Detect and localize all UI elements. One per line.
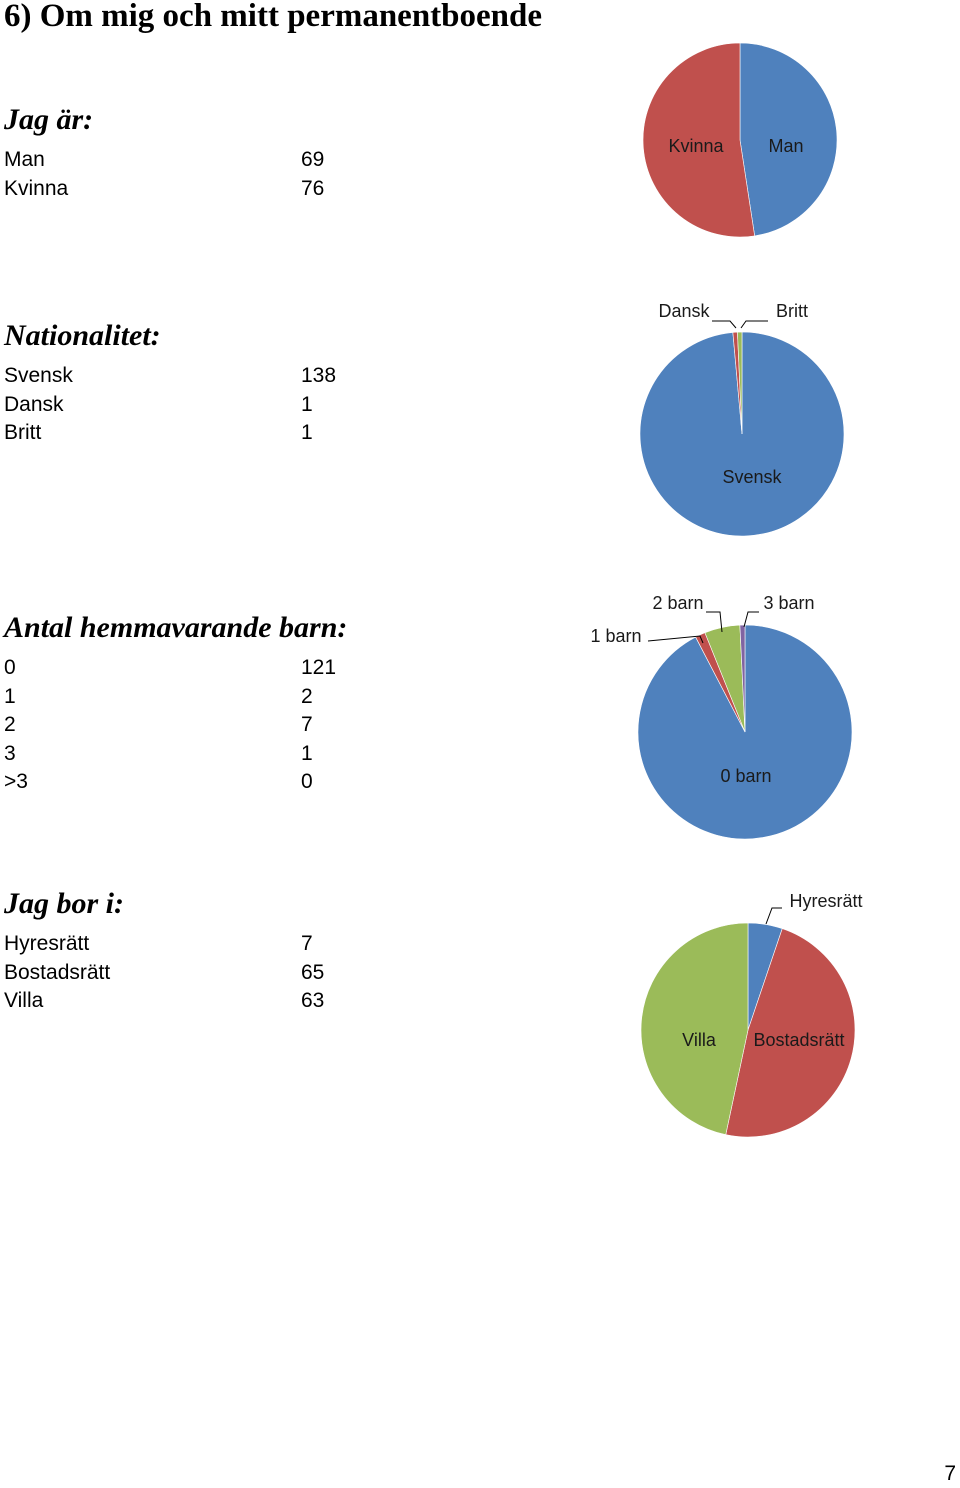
row-value: 76: [301, 176, 325, 200]
row-label: Britt: [4, 421, 42, 444]
row-label: Svensk: [4, 364, 73, 387]
section-children: Antal hemmavarande barn: 0 121 1 2 2 7 3 1 >…: [0, 608, 960, 808]
row-value: 138: [301, 364, 337, 387]
row-label: >3: [4, 770, 28, 793]
row-label: 2: [4, 713, 16, 736]
row-label: Hyresrätt: [4, 932, 90, 955]
page-number: 7: [944, 1462, 956, 1485]
row-value: 1: [301, 421, 313, 444]
slice-label: Bostadsrätt: [753, 1030, 844, 1050]
slice-label: Man: [768, 136, 803, 156]
section-heading: Jag är:: [4, 103, 94, 136]
leader-line: [706, 611, 723, 633]
row-value: 2: [301, 684, 313, 708]
slice-label: 0 barn: [720, 766, 771, 786]
row-value: 1: [301, 392, 313, 416]
row-value: 65: [301, 960, 325, 984]
leader-line: [740, 320, 768, 329]
section-heading: Nationalitet:: [4, 319, 161, 352]
slice-label: 1 barn: [590, 626, 641, 646]
row-value: 0: [301, 770, 313, 793]
row-value: 7: [301, 932, 313, 955]
pie-slice: [725, 928, 856, 1138]
pie-chart-housing: Hyresrätt Villa Bostadsrätt: [640, 891, 863, 1138]
leader-line: [647, 635, 704, 644]
slice-label: Svensk: [722, 467, 782, 487]
slice-label: Britt: [776, 301, 808, 321]
pie-chart-nationality: Dansk Britt Svensk: [639, 301, 845, 537]
row-value: 7: [301, 713, 313, 736]
leader-line: [712, 320, 737, 329]
row-label: 1: [4, 684, 16, 708]
row-value: 63: [301, 989, 325, 1012]
section-gender: Jag är: Man 69 Kvinna 76: [0, 100, 960, 250]
row-label: Man: [4, 148, 45, 171]
slice-label: Hyresrätt: [789, 891, 862, 911]
row-value: 1: [301, 741, 313, 765]
leader-line: [765, 907, 782, 925]
row-label: Villa: [4, 989, 44, 1012]
row-label: Dansk: [4, 392, 64, 416]
pie-slice: [640, 922, 749, 1136]
section-heading: Jag bor i:: [4, 887, 124, 920]
pie-slice: [737, 331, 743, 435]
pie-slice: [637, 624, 853, 840]
section-heading: Antal hemmavarande barn:: [4, 611, 348, 644]
slice-label: Villa: [682, 1030, 717, 1050]
slice-label: Dansk: [658, 301, 710, 321]
row-label: 3: [4, 741, 16, 765]
row-label: 0: [4, 656, 16, 679]
section-nationality: Nationalitet: Svensk 138 Dansk 1 Britt 1: [0, 316, 960, 466]
pie-slice: [642, 42, 755, 238]
pie-chart-gender: Kvinna Man: [642, 42, 838, 238]
slice-label: Kvinna: [668, 136, 724, 156]
pie-slice: [739, 42, 838, 237]
section-housing: Jag bor i: Hyresrätt 7 Bostadsrätt 65 Vill…: [0, 884, 960, 1034]
slice-label: 3 barn: [763, 593, 814, 613]
row-value: 69: [301, 148, 325, 171]
leader-line: [743, 611, 759, 628]
row-label: Kvinna: [4, 176, 69, 200]
pie-chart-children: 1 barn 2 barn 3 barn 0 barn: [590, 593, 853, 840]
row-value: 121: [301, 656, 337, 679]
row-label: Bostadsrätt: [4, 960, 111, 984]
page-title: 6) Om mig och mitt permanentboende: [4, 0, 543, 34]
slice-label: 2 barn: [652, 593, 703, 613]
